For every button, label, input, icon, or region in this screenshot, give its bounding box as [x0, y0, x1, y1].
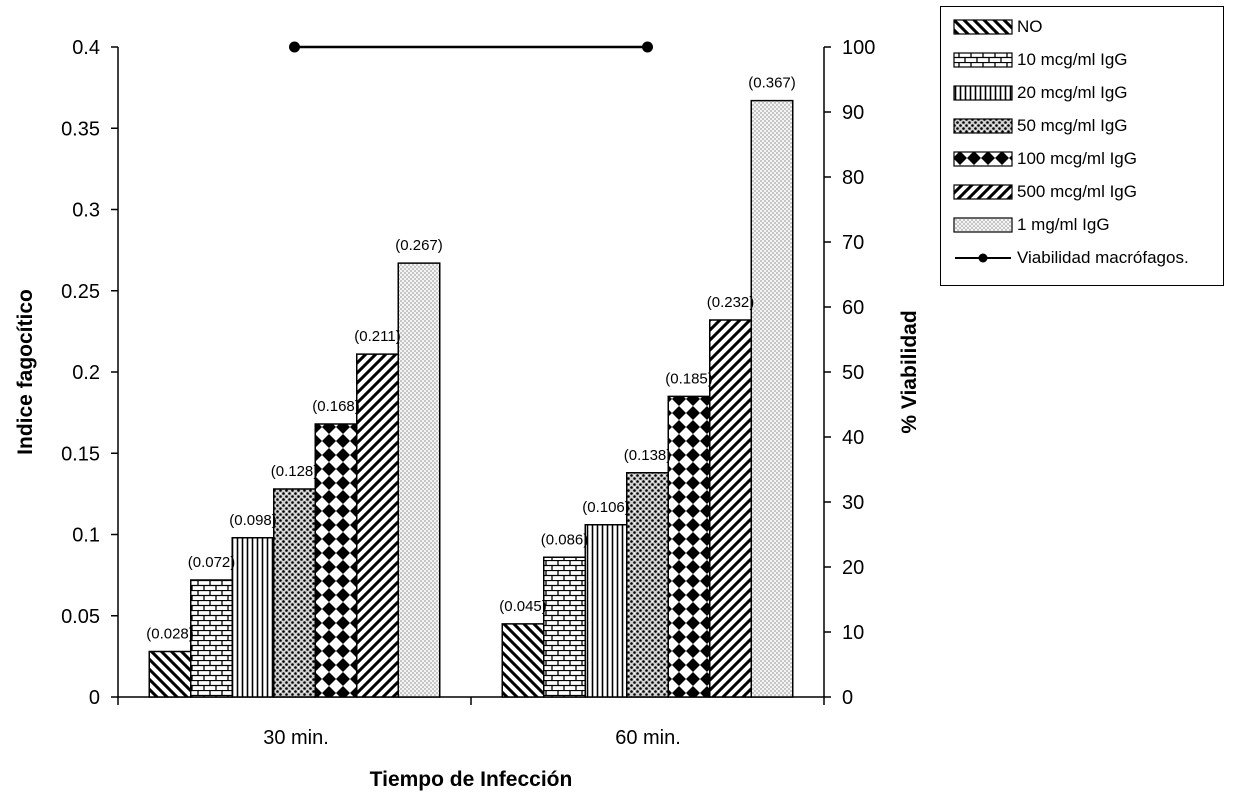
y-axis-title: Indice fagocítico	[14, 289, 37, 455]
y-tick-label: 0.05	[61, 606, 100, 628]
y-tick-label: 0.4	[72, 37, 100, 59]
bar	[584, 524, 628, 698]
legend-label: 50 mcg/ml IgG	[1017, 116, 1128, 135]
y2-tick-label: 90	[842, 102, 864, 124]
bar-data-label: (0.086)	[541, 531, 589, 548]
bar-data-label: (0.232)	[707, 294, 755, 311]
bar-series	[148, 99, 794, 698]
legend-item: 50 mcg/ml IgG	[953, 114, 1128, 138]
y2-tick-label: 40	[842, 427, 864, 449]
bar	[231, 537, 275, 698]
x-category-label: 30 min.	[263, 727, 329, 749]
bar-data-label: (0.028)	[146, 626, 194, 643]
legend-swatch-vertical	[953, 85, 1013, 101]
viability-line	[289, 41, 653, 53]
bar-data-label: (0.211)	[354, 328, 400, 345]
y2-tick-label: 10	[842, 622, 864, 644]
y-tick-label: 0	[89, 687, 100, 709]
legend-label: NO	[1017, 17, 1043, 36]
y-tick-label: 0.2	[72, 362, 100, 384]
bar-data-label: (0.106)	[582, 499, 630, 516]
bar	[750, 99, 794, 698]
y-tick-label: 0.3	[72, 200, 100, 222]
y2-tick-label: 0	[842, 687, 853, 709]
x-axis-title: Tiempo de Infección	[370, 768, 573, 791]
legend-item: Viabilidad macrófagos.	[953, 246, 1189, 270]
bar	[314, 423, 358, 698]
bar	[626, 472, 669, 698]
y2-tick-label: 60	[842, 297, 864, 319]
legend-item: 100 mcg/ml IgG	[953, 147, 1137, 171]
bar-data-label: (0.128)	[271, 463, 319, 480]
bar	[667, 395, 711, 698]
y-tick-label: 0.25	[61, 281, 100, 303]
bar	[356, 353, 399, 698]
legend-swatch-diag-up	[953, 184, 1013, 200]
bar-data-label: (0.367)	[748, 75, 796, 92]
bar	[190, 579, 233, 698]
legend-label: Viabilidad macrófagos.	[1017, 248, 1189, 267]
bar	[397, 262, 441, 698]
y2-axis-title: % Viabilidad	[898, 310, 921, 433]
y2-tick-label: 20	[842, 557, 864, 579]
legend-item: 20 mcg/ml IgG	[953, 81, 1128, 105]
legend-label: 20 mcg/ml IgG	[1017, 83, 1128, 102]
bar-data-label: (0.072)	[188, 554, 236, 571]
bar-data-label: (0.267)	[395, 237, 443, 254]
bar	[543, 556, 586, 698]
y2-tick-label: 30	[842, 492, 864, 514]
legend: NO 10 mcg/ml IgG 20 mcg/ml IgG 50 mcg/ml…	[940, 6, 1224, 286]
left-y-ticks: 0 0.05 0.1 0.15 0.2 0.25 0.3 0.35 0.4	[61, 37, 118, 709]
bar	[148, 650, 192, 698]
legend-item: 10 mcg/ml IgG	[953, 48, 1128, 72]
legend-label: 100 mcg/ml IgG	[1017, 149, 1137, 168]
y-tick-label: 0.15	[61, 443, 100, 465]
legend-item: 500 mcg/ml IgG	[953, 180, 1137, 204]
y-tick-label: 0.1	[72, 525, 100, 547]
data-labels: (0.028) (0.072) (0.098) (0.128) (0.168) (0.21…	[146, 75, 796, 643]
legend-swatch-diag-down	[953, 19, 1013, 35]
y2-tick-label: 80	[842, 167, 864, 189]
y-tick-label: 0.35	[61, 118, 100, 140]
legend-item: NO	[953, 15, 1043, 39]
legend-label: 1 mg/ml IgG	[1017, 215, 1110, 234]
legend-label: 10 mcg/ml IgG	[1017, 50, 1128, 69]
y2-tick-label: 70	[842, 232, 864, 254]
legend-item: 1 mg/ml IgG	[953, 213, 1110, 237]
legend-swatch-line	[955, 253, 1011, 263]
legend-swatch-diamond	[953, 151, 1013, 167]
bar-data-label: (0.045)	[499, 598, 547, 615]
bar-data-label: (0.185)	[665, 370, 713, 387]
y2-tick-label: 50	[842, 362, 864, 384]
bar-data-label: (0.168)	[312, 398, 360, 415]
viability-point	[642, 41, 653, 53]
viability-point	[289, 41, 300, 53]
bar-data-label: (0.138)	[624, 447, 672, 464]
legend-label: 500 mcg/ml IgG	[1017, 182, 1137, 201]
bar	[273, 488, 316, 698]
legend-swatch-brick	[953, 52, 1013, 68]
bar	[501, 623, 545, 698]
right-y-ticks: 0 10 20 30 40 50 60 70 80 90 100	[824, 37, 875, 709]
bar	[709, 319, 752, 698]
legend-swatch-dots	[953, 118, 1013, 134]
legend-swatch-fine-dots	[953, 217, 1013, 233]
x-category-label: 60 min.	[615, 727, 681, 749]
y2-tick-label: 100	[842, 37, 875, 59]
bar-data-label: (0.098)	[229, 512, 277, 529]
